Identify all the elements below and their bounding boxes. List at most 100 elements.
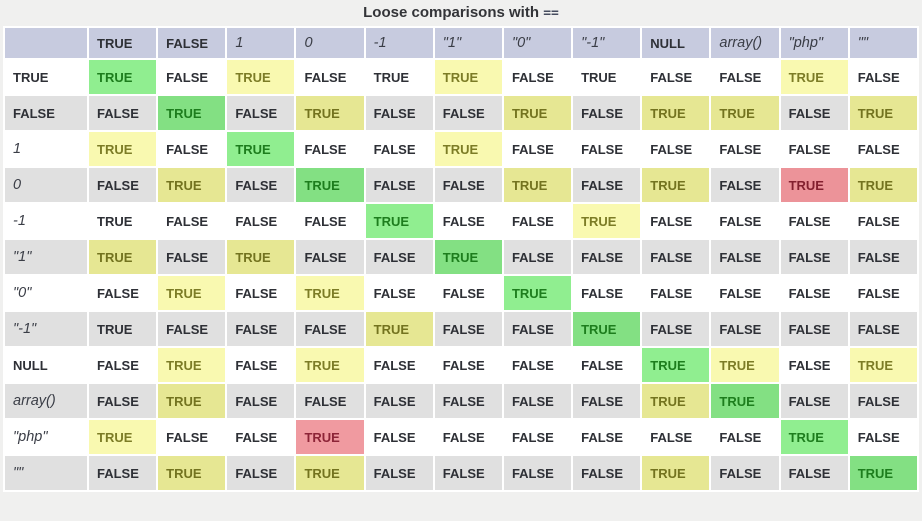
row-header-10: "php" bbox=[3, 418, 89, 456]
cell-r3-c11: TRUE bbox=[847, 166, 920, 204]
cell-r6-c8: FALSE bbox=[640, 274, 712, 312]
cell-r9-c10: FALSE bbox=[778, 382, 850, 420]
cell-r4-c9: FALSE bbox=[709, 202, 781, 240]
equality-operator-code: == bbox=[543, 6, 559, 21]
col-header-6: "0" bbox=[501, 26, 574, 60]
cell-r4-c6: FALSE bbox=[501, 202, 574, 240]
cell-r0-c6: FALSE bbox=[501, 58, 574, 96]
cell-r0-c9: FALSE bbox=[709, 58, 781, 96]
cell-r11-c0: FALSE bbox=[86, 454, 159, 492]
col-header-5: "1" bbox=[432, 26, 504, 60]
cell-r8-c10: FALSE bbox=[778, 346, 850, 384]
col-header-3: 0 bbox=[294, 26, 366, 60]
cell-r11-c2: FALSE bbox=[225, 454, 297, 492]
table-row: "1" TRUE FALSE TRUE FALSE FALSE TRUE FALSE FALSE… bbox=[3, 238, 920, 276]
cell-r6-c6: TRUE bbox=[501, 274, 574, 312]
cell-r6-c3: TRUE bbox=[294, 274, 366, 312]
cell-r5-c7: FALSE bbox=[571, 238, 643, 276]
table-row: "-1" TRUE FALSE FALSE FALSE TRUE FALSE FALSE TRU… bbox=[3, 310, 920, 348]
cell-r7-c4: TRUE bbox=[363, 310, 435, 348]
cell-r9-c6: FALSE bbox=[501, 382, 574, 420]
cell-r1-c5: FALSE bbox=[432, 94, 504, 132]
cell-r8-c4: FALSE bbox=[363, 346, 435, 384]
cell-r11-c3: TRUE bbox=[294, 454, 366, 492]
cell-r1-c1: TRUE bbox=[156, 94, 228, 132]
cell-r8-c7: FALSE bbox=[571, 346, 643, 384]
cell-r0-c7: TRUE bbox=[571, 58, 643, 96]
cell-r5-c11: FALSE bbox=[847, 238, 920, 276]
cell-r8-c9: TRUE bbox=[709, 346, 781, 384]
table-row: "0" FALSE TRUE FALSE TRUE FALSE FALSE TRUE FALSE… bbox=[3, 274, 920, 312]
cell-r9-c9: TRUE bbox=[709, 382, 781, 420]
cell-r5-c5: TRUE bbox=[432, 238, 504, 276]
cell-r2-c0: TRUE bbox=[86, 130, 159, 168]
cell-r10-c7: FALSE bbox=[571, 418, 643, 456]
cell-r3-c5: FALSE bbox=[432, 166, 504, 204]
cell-r10-c3: TRUE bbox=[294, 418, 366, 456]
table-title: Loose comparisons with == bbox=[0, 0, 922, 26]
cell-r11-c10: FALSE bbox=[778, 454, 850, 492]
cell-r9-c7: FALSE bbox=[571, 382, 643, 420]
cell-r10-c0: TRUE bbox=[86, 418, 159, 456]
table-row: TRUE TRUE FALSE TRUE FALSE TRUE TRUE FALSE TRUE F… bbox=[3, 58, 920, 96]
cell-r0-c3: FALSE bbox=[294, 58, 366, 96]
cell-r10-c5: FALSE bbox=[432, 418, 504, 456]
table-title-text: Loose comparisons with bbox=[363, 4, 540, 21]
cell-r3-c2: FALSE bbox=[225, 166, 297, 204]
cell-r9-c0: FALSE bbox=[86, 382, 159, 420]
cell-r8-c2: FALSE bbox=[225, 346, 297, 384]
cell-r3-c1: TRUE bbox=[156, 166, 228, 204]
cell-r8-c5: FALSE bbox=[432, 346, 504, 384]
row-header-7: "-1" bbox=[3, 310, 89, 348]
cell-r10-c1: FALSE bbox=[156, 418, 228, 456]
cell-r5-c8: FALSE bbox=[640, 238, 712, 276]
cell-r6-c0: FALSE bbox=[86, 274, 159, 312]
cell-r7-c11: FALSE bbox=[847, 310, 920, 348]
cell-r6-c4: FALSE bbox=[363, 274, 435, 312]
cell-r4-c8: FALSE bbox=[640, 202, 712, 240]
cell-r2-c4: FALSE bbox=[363, 130, 435, 168]
cell-r1-c11: TRUE bbox=[847, 94, 920, 132]
column-header-row: TRUE FALSE 1 0 -1 "1" "0" "-1" NULL array() "php" "… bbox=[3, 26, 920, 60]
cell-r1-c9: TRUE bbox=[709, 94, 781, 132]
cell-r2-c9: FALSE bbox=[709, 130, 781, 168]
row-header-2: 1 bbox=[3, 130, 89, 168]
cell-r11-c9: FALSE bbox=[709, 454, 781, 492]
cell-r11-c5: FALSE bbox=[432, 454, 504, 492]
cell-r4-c5: FALSE bbox=[432, 202, 504, 240]
table-row: array() FALSE TRUE FALSE FALSE FALSE FALSE FALS… bbox=[3, 382, 920, 420]
loose-comparison-table: TRUE FALSE 1 0 -1 "1" "0" "-1" NULL array() "php" "… bbox=[3, 26, 920, 492]
cell-r2-c3: FALSE bbox=[294, 130, 366, 168]
row-header-1: FALSE bbox=[3, 94, 89, 132]
cell-r6-c11: FALSE bbox=[847, 274, 920, 312]
cell-r1-c10: FALSE bbox=[778, 94, 850, 132]
cell-r9-c11: FALSE bbox=[847, 382, 920, 420]
cell-r6-c1: TRUE bbox=[156, 274, 228, 312]
cell-r2-c10: FALSE bbox=[778, 130, 850, 168]
cell-r11-c1: TRUE bbox=[156, 454, 228, 492]
cell-r10-c2: FALSE bbox=[225, 418, 297, 456]
cell-r2-c6: FALSE bbox=[501, 130, 574, 168]
cell-r0-c5: TRUE bbox=[432, 58, 504, 96]
cell-r8-c6: FALSE bbox=[501, 346, 574, 384]
cell-r2-c5: TRUE bbox=[432, 130, 504, 168]
cell-r3-c6: TRUE bbox=[501, 166, 574, 204]
cell-r8-c11: TRUE bbox=[847, 346, 920, 384]
row-header-3: 0 bbox=[3, 166, 89, 204]
cell-r9-c8: TRUE bbox=[640, 382, 712, 420]
cell-r5-c10: FALSE bbox=[778, 238, 850, 276]
col-header-11: "" bbox=[847, 26, 920, 60]
cell-r1-c3: TRUE bbox=[294, 94, 366, 132]
cell-r1-c8: TRUE bbox=[640, 94, 712, 132]
cell-r0-c4: TRUE bbox=[363, 58, 435, 96]
row-header-0: TRUE bbox=[3, 58, 89, 96]
cell-r9-c4: FALSE bbox=[363, 382, 435, 420]
cell-r8-c0: FALSE bbox=[86, 346, 159, 384]
cell-r2-c2: TRUE bbox=[225, 130, 297, 168]
col-header-4: -1 bbox=[363, 26, 435, 60]
cell-r10-c11: FALSE bbox=[847, 418, 920, 456]
cell-r7-c3: FALSE bbox=[294, 310, 366, 348]
cell-r1-c7: FALSE bbox=[571, 94, 643, 132]
cell-r2-c11: FALSE bbox=[847, 130, 920, 168]
